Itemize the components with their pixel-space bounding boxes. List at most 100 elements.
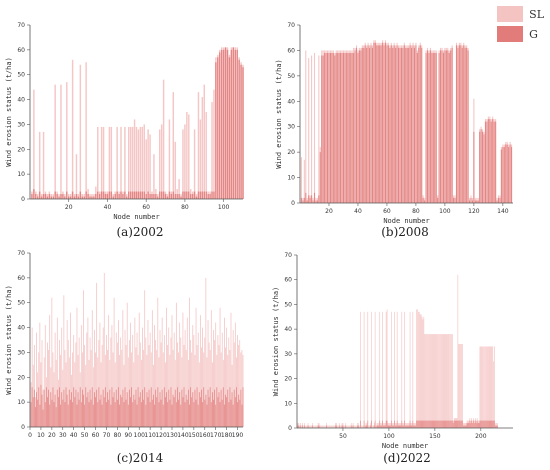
bar-sl xyxy=(226,327,228,427)
bar-g xyxy=(383,45,385,204)
bar-g xyxy=(435,52,437,203)
bar-sl xyxy=(36,332,37,427)
bar-sl xyxy=(137,129,140,199)
bar-g xyxy=(385,420,387,428)
bar-sl xyxy=(368,425,370,428)
bar-g xyxy=(416,420,417,428)
bar-g xyxy=(386,45,388,204)
bar-g xyxy=(303,197,305,203)
bar-g xyxy=(116,399,118,427)
bar-sl xyxy=(108,126,111,199)
bar-g xyxy=(131,387,132,427)
bar-g xyxy=(194,389,196,427)
bar-g xyxy=(311,195,313,203)
x-tick-label: 80 xyxy=(181,204,189,211)
bar-g xyxy=(188,191,190,199)
bar-g xyxy=(347,52,349,203)
bar-g xyxy=(474,200,476,203)
bar-g xyxy=(69,196,72,199)
bar-g xyxy=(224,404,225,427)
bar-g xyxy=(169,399,171,427)
bar-g xyxy=(128,389,130,427)
bar-sl xyxy=(332,425,334,428)
bar-g xyxy=(476,420,478,428)
bar-sl xyxy=(63,295,65,427)
bar-g xyxy=(337,52,339,203)
bar-sl xyxy=(125,344,127,427)
bar-sl xyxy=(347,425,348,428)
bar-sl xyxy=(314,425,315,428)
bar-sl xyxy=(354,425,356,428)
bar-g xyxy=(51,399,53,427)
bar-sl xyxy=(425,334,427,428)
x-tick-label: 90 xyxy=(124,432,132,439)
bar-sl xyxy=(372,425,374,428)
bar-sl xyxy=(98,340,100,427)
bar-g xyxy=(437,197,439,203)
bar-g xyxy=(178,399,179,427)
bar-g xyxy=(366,47,368,203)
y-tick-label: 40 xyxy=(17,97,25,104)
bar-sl xyxy=(233,342,235,427)
bar-g xyxy=(466,423,468,428)
bar-sl xyxy=(154,325,155,427)
bar-g xyxy=(398,425,400,428)
bar-g xyxy=(429,420,430,428)
bar-sl xyxy=(97,126,99,199)
bar-g xyxy=(447,50,449,204)
bar-g xyxy=(53,402,55,427)
x-axis-title: Node number xyxy=(383,217,429,225)
bar-g xyxy=(80,402,82,427)
x-tick-label: 120 xyxy=(468,208,480,215)
bar-g xyxy=(128,191,130,199)
y-tick-label: 60 xyxy=(287,47,295,54)
bar-sl xyxy=(111,325,113,427)
bar-sl xyxy=(201,97,204,199)
bar-g xyxy=(136,404,138,427)
bar-g xyxy=(321,55,323,204)
bar-g xyxy=(480,129,482,203)
legend-item-g: G xyxy=(497,24,544,44)
bar-g xyxy=(473,420,474,428)
bar-g xyxy=(477,423,479,428)
bar-g xyxy=(84,404,86,427)
bar-g xyxy=(186,191,188,199)
bar-sl xyxy=(66,320,68,427)
bar-sl xyxy=(324,425,325,428)
bar-sl xyxy=(241,349,243,427)
bar-g xyxy=(367,45,369,204)
bar-g xyxy=(66,394,68,427)
bar-g xyxy=(31,194,33,199)
bar-sl xyxy=(487,346,489,428)
bar-g xyxy=(219,52,221,200)
bar-g xyxy=(57,397,59,427)
chart-panel-d: 0 10 20 30 40 50 60 70 50 100 150 200 Wind erosion s… xyxy=(272,252,513,465)
bar-sl xyxy=(424,334,426,428)
bar-sl xyxy=(483,346,484,428)
bar-g xyxy=(79,191,82,199)
bar-sl xyxy=(116,342,118,427)
bar-sl xyxy=(433,334,435,428)
bar-sl xyxy=(33,344,35,427)
bar-g xyxy=(120,394,122,427)
bar-g xyxy=(421,420,423,428)
bar-g xyxy=(484,420,485,428)
y-tick-label: 70 xyxy=(17,22,25,29)
bar-sl xyxy=(440,334,441,428)
bar-g xyxy=(478,423,480,428)
x-tick-label: 110 xyxy=(144,432,156,439)
bar-g xyxy=(54,191,56,199)
x-tick-label: 150 xyxy=(188,432,200,439)
bar-g xyxy=(456,420,458,428)
bar-g xyxy=(495,121,497,203)
bar-g xyxy=(461,420,462,428)
bar-g xyxy=(231,392,233,427)
bar-g xyxy=(74,397,76,427)
bar-g xyxy=(85,387,87,427)
bar-g xyxy=(141,402,142,427)
bar-sl xyxy=(163,335,165,427)
bar-g xyxy=(354,50,356,204)
bar-sl xyxy=(128,340,130,427)
bar-g xyxy=(452,423,454,428)
bar-g xyxy=(394,420,395,428)
